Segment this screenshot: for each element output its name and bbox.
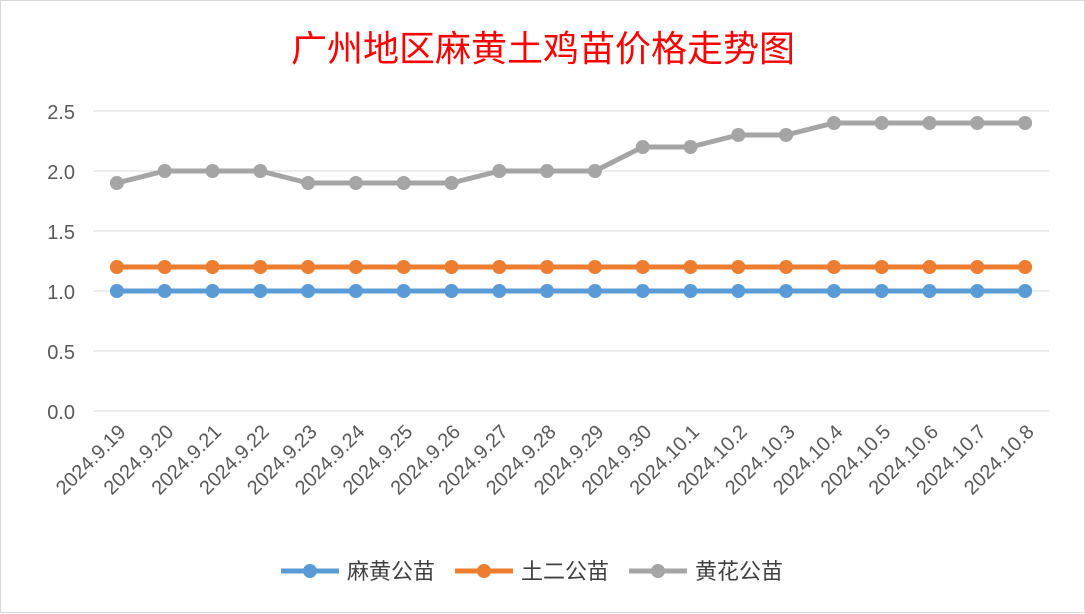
data-point: [444, 176, 459, 190]
legend-item: 土二公苗: [455, 560, 609, 585]
data-point: [157, 164, 172, 178]
series-layer: [109, 116, 1033, 298]
data-point: [731, 128, 746, 142]
data-point: [348, 176, 363, 190]
legend-marker: [303, 564, 317, 578]
data-point: [970, 260, 985, 274]
series-3: [109, 116, 1033, 190]
data-point: [779, 128, 794, 142]
data-point: [683, 140, 698, 154]
data-point: [301, 284, 316, 298]
data-point: [540, 284, 555, 298]
data-point: [874, 260, 889, 274]
data-point: [779, 260, 794, 274]
data-point: [1018, 116, 1033, 130]
chart-title: 广州地区麻黄土鸡苗价格走势图: [291, 29, 795, 70]
data-point: [253, 284, 268, 298]
data-point: [587, 260, 602, 274]
data-point: [205, 260, 220, 274]
data-point: [731, 284, 746, 298]
y-axis-ticks: 0.0 0.5 1.0 1.5 2.0 2.5: [47, 102, 75, 424]
data-point: [396, 176, 411, 190]
x-axis-ticks: 2024.9.192024.9.202024.9.212024.9.222024…: [52, 421, 1039, 499]
data-point: [587, 284, 602, 298]
data-point: [683, 260, 698, 274]
data-point: [922, 116, 937, 130]
data-point: [826, 284, 841, 298]
y-tick-label: 1.5: [47, 222, 75, 244]
data-point: [635, 284, 650, 298]
data-point: [826, 260, 841, 274]
data-point: [205, 284, 220, 298]
legend-label: 土二公苗: [521, 560, 609, 585]
data-point: [1018, 260, 1033, 274]
data-point: [157, 260, 172, 274]
data-point: [635, 260, 650, 274]
data-point: [301, 176, 316, 190]
data-point: [492, 164, 507, 178]
data-point: [205, 164, 220, 178]
data-point: [540, 164, 555, 178]
data-point: [922, 260, 937, 274]
legend-marker: [651, 564, 665, 578]
data-point: [492, 260, 507, 274]
gridlines: [93, 110, 1049, 412]
legend-label: 黄花公苗: [695, 560, 783, 585]
legend-marker: [477, 564, 491, 578]
data-point: [826, 116, 841, 130]
y-tick-label: 2.5: [47, 102, 75, 124]
data-point: [444, 284, 459, 298]
y-tick-label: 2.0: [47, 162, 75, 184]
data-point: [540, 260, 555, 274]
data-point: [444, 260, 459, 274]
data-point: [109, 176, 124, 190]
data-point: [301, 260, 316, 274]
data-point: [109, 260, 124, 274]
y-tick-label: 1.0: [47, 282, 75, 304]
data-point: [731, 260, 746, 274]
data-point: [1018, 284, 1033, 298]
y-tick-label: 0.5: [47, 342, 75, 364]
data-point: [779, 284, 794, 298]
series-line: [116, 120, 1026, 186]
data-point: [683, 284, 698, 298]
data-point: [874, 284, 889, 298]
data-point: [157, 284, 172, 298]
legend-item: 黄花公苗: [629, 560, 783, 585]
data-point: [635, 140, 650, 154]
legend-label: 麻黄公苗: [347, 560, 435, 585]
series-1: [109, 284, 1033, 298]
data-point: [396, 260, 411, 274]
data-point: [253, 164, 268, 178]
data-point: [874, 116, 889, 130]
data-point: [970, 284, 985, 298]
data-point: [587, 164, 602, 178]
data-point: [970, 116, 985, 130]
data-point: [348, 260, 363, 274]
legend-item: 麻黄公苗: [281, 560, 435, 585]
y-tick-label: 0.0: [47, 402, 75, 424]
data-point: [253, 260, 268, 274]
series-2: [109, 260, 1033, 274]
legend: 麻黄公苗 土二公苗 黄花公苗: [281, 560, 783, 585]
data-point: [396, 284, 411, 298]
data-point: [348, 284, 363, 298]
data-point: [109, 284, 124, 298]
data-point: [922, 284, 937, 298]
data-point: [492, 284, 507, 298]
